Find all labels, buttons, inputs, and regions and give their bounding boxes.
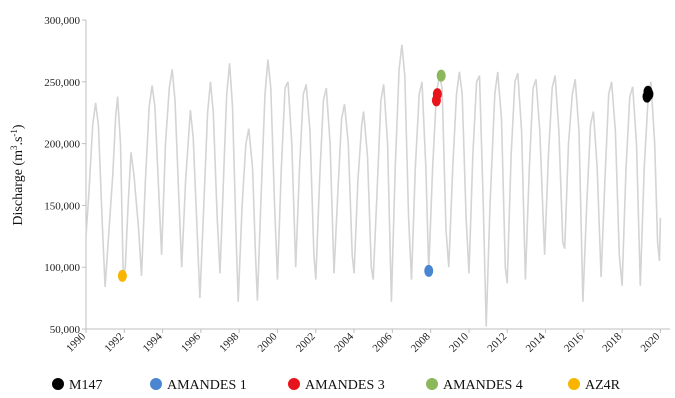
x-tick-label: 2006 [370, 330, 394, 354]
x-tick-label: 2018 [600, 330, 624, 354]
y-tick-label: 50,000 [50, 324, 81, 336]
discharge-series-line [85, 44, 662, 327]
y-tick-label: 250,000 [44, 77, 80, 89]
x-tick-label: 2002 [294, 331, 318, 355]
legend-swatch [426, 378, 438, 390]
legend-label: AMANDES 4 [443, 378, 523, 393]
y-tick-label: 300,000 [44, 15, 80, 27]
x-tick-label: 2010 [447, 330, 471, 354]
x-tick-label: 2004 [332, 330, 356, 354]
plot-area: 50,000 100,000 150,000 200,000 250,000 300,00… [44, 15, 670, 355]
marker-az4r [117, 269, 127, 282]
marker-amandes-3 [432, 88, 442, 101]
legend-label: AZ4R [585, 378, 621, 393]
sample-markers [117, 69, 654, 282]
y-axis-title: Discharge (m3.s-1) [9, 124, 26, 226]
x-tick-label: 1998 [217, 330, 241, 354]
marker-m147 [644, 88, 654, 101]
x-tick-label: 1992 [102, 331, 126, 355]
legend-label: AMANDES 1 [167, 378, 247, 393]
x-tick-label: 2016 [562, 330, 586, 354]
x-tick-label: 2020 [639, 330, 663, 354]
x-tick-label: 2000 [256, 330, 280, 354]
x-tick-label: 1996 [179, 330, 203, 354]
x-tick-label: 2012 [485, 331, 509, 355]
marker-amandes-1 [424, 264, 434, 277]
marker-amandes-4 [436, 69, 446, 82]
legend-swatch [288, 378, 300, 390]
legend-label: AMANDES 3 [305, 378, 385, 393]
legend-swatch [150, 378, 162, 390]
legend: M147 AMANDES 1 AMANDES 3 AMANDES 4 AZ4R [52, 378, 621, 393]
legend-swatch [568, 378, 580, 390]
x-tick-label: 2014 [524, 330, 548, 354]
legend-label: M147 [69, 378, 102, 393]
x-tick-label: 1994 [141, 330, 165, 354]
y-axis-ticks: 50,000 100,000 150,000 200,000 250,000 300,00… [44, 15, 86, 336]
legend-swatch [52, 378, 64, 390]
x-axis-ticks: 1990 1992 1994 1996 1998 2000 2002 2004 2006 2008… [64, 329, 663, 355]
y-tick-label: 100,000 [44, 262, 80, 274]
y-tick-label: 200,000 [44, 139, 80, 151]
x-tick-label: 2008 [409, 330, 433, 354]
y-tick-label: 150,000 [44, 200, 80, 212]
